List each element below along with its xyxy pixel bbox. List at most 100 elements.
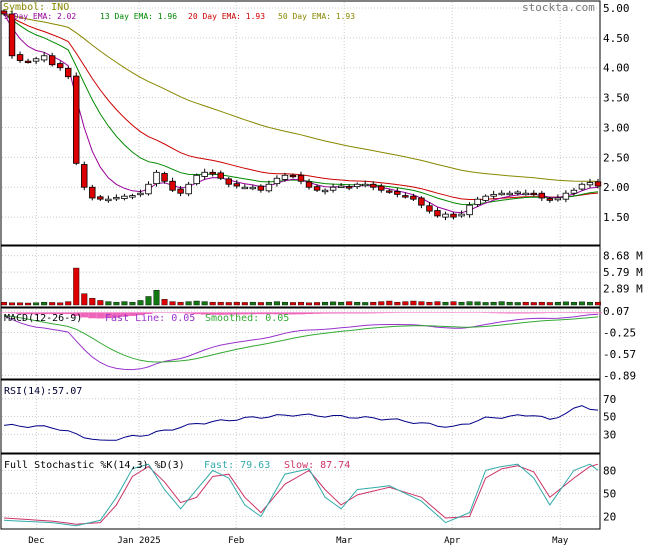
candle-up [241, 186, 249, 190]
volume-bar [97, 300, 104, 306]
macd-histogram-bar [505, 312, 514, 314]
macd-histogram-bar [457, 312, 466, 313]
macd-histogram-bar [529, 312, 538, 314]
volume-bar [0, 301, 8, 306]
macd-label: MACD(12-26-9) [4, 313, 82, 324]
macd-histogram-bar [144, 312, 153, 314]
candle-up [562, 192, 570, 200]
macd-histogram-bar [537, 312, 546, 314]
volume-bar [161, 299, 168, 306]
macd-histogram-bar [208, 312, 217, 315]
candle-down [16, 54, 24, 61]
macd-histogram-bar [569, 312, 578, 314]
macd-histogram-bar [305, 312, 314, 315]
stoch-fast-label: Fast: 79.63 [204, 460, 270, 471]
volume-bar [49, 302, 56, 306]
volume-bar [201, 301, 208, 306]
candle-up [121, 195, 128, 199]
volume-bar [289, 302, 296, 306]
macd-histogram-bar [120, 312, 129, 317]
candle-down [594, 181, 602, 187]
candle-down [530, 192, 537, 196]
macd-histogram-bar [184, 312, 193, 314]
macd-histogram-bar [8, 312, 17, 314]
candle-down [402, 195, 409, 198]
macd-histogram-bar [240, 312, 249, 315]
candle-up [458, 213, 465, 217]
candle-down [65, 67, 72, 78]
macd-histogram-bar [64, 312, 73, 315]
candle-up [506, 192, 513, 196]
macd-histogram-bar [449, 312, 458, 313]
volume-bar [225, 302, 232, 306]
macd-histogram-bar [321, 312, 330, 314]
volume-bar [193, 300, 200, 306]
macd-histogram-bar [48, 312, 57, 315]
x-tick-label: Jan 2025 [117, 536, 160, 546]
volume-bar [209, 301, 216, 306]
volume-bar [546, 302, 553, 306]
macd-histogram-bar [465, 312, 474, 313]
volume-bar [578, 301, 585, 306]
x-tick-label: Dec [28, 536, 44, 546]
macd-fast-line [3, 313, 599, 371]
ema50-line [3, 13, 599, 182]
macd-smooth-label: Smoothed: 0.05 [205, 313, 289, 324]
ema20-label: 20 Day EMA: 1.93 [188, 12, 265, 21]
macd-histogram-bar [296, 312, 306, 315]
volume-tick-label: 2.89 M [603, 283, 643, 296]
macd-histogram-bar [441, 312, 450, 313]
volume-bar [73, 267, 80, 306]
volume-bar [265, 301, 272, 306]
price-panel [0, 0, 601, 246]
macd-histogram-bar [72, 312, 81, 316]
x-tick-label: Feb [228, 536, 244, 546]
volume-bar [185, 301, 192, 306]
macd-histogram-bar [24, 312, 33, 315]
x-tick-label: May [552, 536, 569, 546]
macd-histogram-bar [248, 312, 257, 315]
macd-histogram-bar [0, 312, 9, 313]
candle-down [386, 190, 393, 193]
volume-tick-label: 8.68 M [603, 250, 643, 263]
macd-histogram-bar [256, 312, 265, 315]
candle-down [177, 188, 184, 194]
volume-bar [145, 296, 152, 306]
macd-histogram-bar [192, 312, 201, 315]
macd-histogram-bar [425, 312, 434, 313]
candle-down [217, 172, 224, 179]
stoch-fast-line [3, 463, 599, 527]
macd-histogram-bar [136, 312, 145, 316]
macd-histogram-bar [409, 312, 418, 313]
macd-histogram-bar [593, 312, 603, 314]
volume-bar [217, 301, 224, 306]
volume-bar [273, 301, 280, 306]
volume-bar [81, 293, 88, 306]
volume-bar [594, 301, 602, 306]
volume-bar [474, 301, 481, 306]
candle-down [313, 186, 321, 191]
candle-down [233, 183, 240, 187]
macd-histogram-bar [561, 312, 570, 313]
price-tick-label: 5.00 [603, 2, 630, 15]
volume-bar [410, 300, 417, 306]
macd-panel [0, 307, 601, 380]
candle-up [113, 196, 120, 200]
candle-up [145, 183, 152, 195]
candle-down [370, 183, 377, 188]
macd-histogram-bar [176, 312, 185, 314]
price-tick-label: 3.50 [603, 92, 630, 105]
volume-bar [538, 301, 545, 306]
macd-histogram-bar [16, 312, 25, 314]
candle-down [56, 63, 64, 69]
ema5-label: 5 Day EMA: 2.02 [4, 12, 76, 21]
candle-down [538, 192, 546, 199]
macd-tick-label: 0.07 [603, 305, 630, 318]
volume-bar [177, 301, 184, 306]
volume-bar [370, 301, 377, 306]
macd-histogram-bar [40, 312, 49, 315]
volume-bar [121, 301, 128, 306]
volume-bar [386, 300, 393, 306]
candle-down [0, 10, 8, 15]
